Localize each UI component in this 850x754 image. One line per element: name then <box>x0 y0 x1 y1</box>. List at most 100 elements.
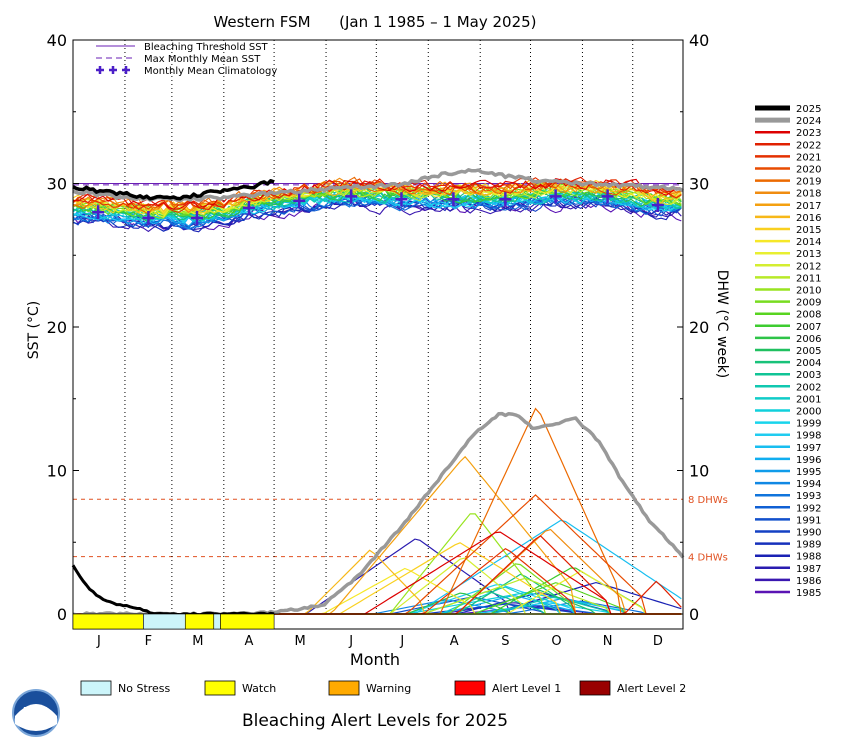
month-tick-label: M <box>294 634 305 649</box>
year-legend-label: 2006 <box>796 334 821 345</box>
climatology-marker <box>447 192 460 207</box>
climatology-marker <box>293 193 306 208</box>
climatology-marker <box>601 189 614 204</box>
year-legend-label: 2019 <box>796 177 821 188</box>
x-axis-label: Month <box>350 650 400 669</box>
climatology-marker <box>499 192 512 207</box>
year-legend-label: 1991 <box>796 515 821 526</box>
alert-level-label: Alert Level 1 <box>492 682 561 695</box>
year-legend-label: 2021 <box>796 152 821 163</box>
year-legend-label: 2012 <box>796 261 821 272</box>
climatology-marker <box>395 192 408 207</box>
legend-climatology-swatch <box>109 66 117 74</box>
alert-band-title: Bleaching Alert Levels for 2025 <box>242 711 508 731</box>
year-legend-label: 2001 <box>796 394 821 405</box>
month-tick-label: M <box>192 634 203 649</box>
year-legend-label: 2013 <box>796 249 821 260</box>
year-legend-label: 1997 <box>796 443 821 454</box>
month-tick-label: F <box>145 634 152 649</box>
legend-label: Max Monthly Mean SST <box>144 54 261 65</box>
year-legend-label: 2017 <box>796 201 821 212</box>
alert-level-swatch <box>328 680 360 696</box>
year-legend-label: 2024 <box>796 116 821 127</box>
legend-climatology-swatch <box>122 66 130 74</box>
year-legend-label: 2018 <box>796 189 821 200</box>
year-legend-label: 2008 <box>796 310 821 321</box>
year-legend-label: 2002 <box>796 382 821 393</box>
noaa-logo-text: NOAA <box>23 706 49 715</box>
legend-label: Bleaching Threshold SST <box>144 42 269 53</box>
y-tick-label-right: 0 <box>689 605 699 624</box>
alert-level-swatch <box>80 680 112 696</box>
month-tick-label: A <box>450 634 459 649</box>
y-tick-label-right: 40 <box>689 31 709 50</box>
year-legend-label: 2004 <box>796 358 821 369</box>
y-tick-label-left: 30 <box>47 175 67 194</box>
sst-series-2022 <box>72 176 682 211</box>
alert-band-segment <box>220 613 275 630</box>
alert-level-swatch <box>204 680 236 696</box>
y-tick-label-right: 10 <box>689 462 709 481</box>
y-tick-label-left: 0 <box>57 605 67 624</box>
alert-level-swatch <box>579 680 611 696</box>
month-tick-label: O <box>551 634 561 649</box>
y-tick-label-left: 20 <box>47 318 67 337</box>
climatology-marker <box>92 205 105 220</box>
y-tick-label-left: 40 <box>47 31 67 50</box>
alert-level-swatch <box>454 680 486 696</box>
year-legend-label: 1989 <box>796 540 821 551</box>
climatology-marker <box>242 200 255 215</box>
year-legend-label: 1993 <box>796 491 821 502</box>
month-tick-label: N <box>603 634 613 649</box>
alert-level-label: Alert Level 2 <box>617 682 686 695</box>
y-axis-label-left: SST (°C) <box>26 301 42 359</box>
year-legend-label: 2011 <box>796 273 821 284</box>
year-legend-label: 1998 <box>796 431 821 442</box>
year-legend-label: 2025 <box>796 104 821 115</box>
climatology-marker <box>191 210 204 225</box>
year-legend-label: 2016 <box>796 213 821 224</box>
year-legend-label: 1988 <box>796 552 821 563</box>
year-legend-label: 2014 <box>796 237 821 248</box>
legend-climatology-swatch <box>96 66 104 74</box>
year-legend-label: 1994 <box>796 479 821 490</box>
year-legend-label: 2010 <box>796 286 821 297</box>
plot-frame <box>72 39 684 630</box>
year-legend-label: 2000 <box>796 407 821 418</box>
year-legend-label: 2023 <box>796 128 821 139</box>
alert-band-segment <box>143 613 186 630</box>
month-tick-label: D <box>653 634 663 649</box>
sst-series-2019 <box>72 176 682 215</box>
alert-level-label: Warning <box>366 682 411 695</box>
year-legend-label: 1986 <box>796 576 821 587</box>
sst-series-2000 <box>72 188 682 223</box>
year-legend-label: 2022 <box>796 140 821 151</box>
y-tick-label-right: 20 <box>689 318 709 337</box>
climatology-marker <box>345 189 358 204</box>
year-legend-label: 1992 <box>796 503 821 514</box>
y-tick-label-right: 30 <box>689 175 709 194</box>
year-legend-label: 2009 <box>796 298 821 309</box>
climatology-marker <box>549 189 562 204</box>
year-legend-label: 1996 <box>796 455 821 466</box>
climatology-marker <box>651 198 664 213</box>
year-legend-label: 2015 <box>796 225 821 236</box>
year-legend-label: 1999 <box>796 419 821 430</box>
alert-level-label: Watch <box>242 682 276 695</box>
year-legend-label: 1987 <box>796 564 821 575</box>
climatology-marker <box>142 210 155 225</box>
dhw-threshold-label: 4 DHWs <box>688 553 728 564</box>
month-tick-label: A <box>245 634 254 649</box>
sst-series-2025 <box>72 179 275 201</box>
alert-band-segment <box>184 613 215 630</box>
chart-title: Western FSM (Jan 1 1985 – 1 May 2025) <box>213 13 536 31</box>
year-legend-label: 2020 <box>796 165 821 176</box>
alert-level-label: No Stress <box>118 682 171 695</box>
month-tick-label: J <box>348 634 353 649</box>
alert-band-segment <box>72 613 144 630</box>
year-legend-label: 2005 <box>796 346 821 357</box>
year-legend-label: 1995 <box>796 467 821 478</box>
year-legend-label: 1990 <box>796 528 821 539</box>
dhw-threshold-label: 8 DHWs <box>688 495 728 506</box>
